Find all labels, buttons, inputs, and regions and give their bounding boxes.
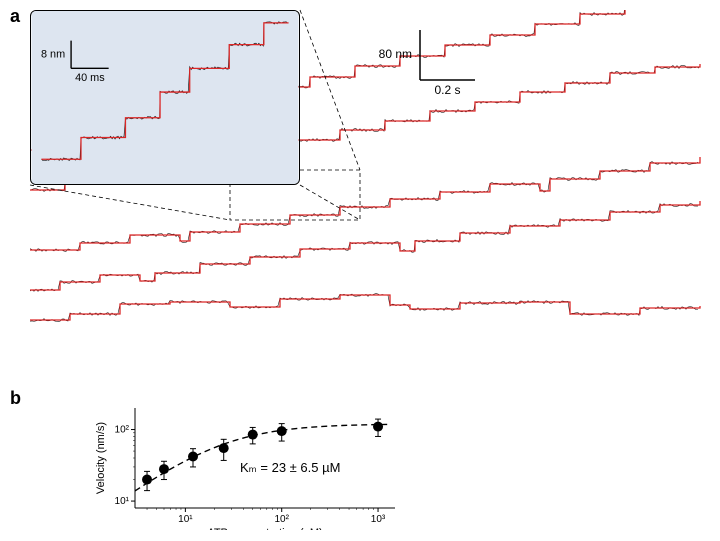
svg-text:10¹: 10¹: [115, 496, 130, 507]
svg-text:10²: 10²: [115, 425, 130, 436]
svg-text:ATP concentration (μM): ATP concentration (μM): [207, 527, 322, 530]
svg-text:8 nm: 8 nm: [41, 48, 65, 60]
panel-a-label: a: [10, 6, 20, 27]
svg-text:Velocity (nm/s): Velocity (nm/s): [95, 422, 107, 494]
svg-text:80 nm: 80 nm: [379, 47, 412, 61]
svg-text:40 ms: 40 ms: [75, 72, 105, 84]
inset-svg: 8 nm 40 ms: [31, 11, 299, 184]
km-annotation: Kₘ = 23 ± 6.5 µM: [240, 460, 340, 476]
panel-a-inset: 8 nm 40 ms: [30, 10, 300, 185]
svg-text:10¹: 10¹: [178, 514, 193, 525]
panel-b-chart: 10¹ 10² 10³ 10¹ 10² ATP concentration (μM) Vel…: [90, 400, 410, 530]
svg-text:10³: 10³: [371, 514, 386, 525]
svg-text:10²: 10²: [274, 514, 289, 525]
panel-b-label: b: [10, 388, 21, 409]
svg-text:0.2 s: 0.2 s: [434, 83, 460, 97]
